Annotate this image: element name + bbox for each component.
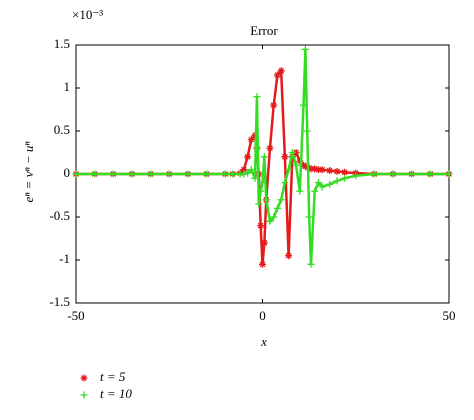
data-point xyxy=(165,170,173,178)
data-point xyxy=(281,179,289,187)
data-point xyxy=(109,170,117,178)
y-tick-label: -0.5 xyxy=(49,208,70,223)
data-point xyxy=(266,217,274,225)
x-tick-label: 50 xyxy=(443,308,456,323)
data-point xyxy=(311,165,319,173)
data-point xyxy=(326,180,334,188)
data-point xyxy=(285,252,293,260)
data-point xyxy=(300,161,308,169)
data-point xyxy=(266,144,274,152)
data-point xyxy=(326,167,334,175)
legend-label: t = 5 xyxy=(100,369,126,384)
data-point xyxy=(203,170,211,178)
data-point xyxy=(311,187,319,195)
data-point xyxy=(270,213,278,221)
y-tick-label: -1 xyxy=(59,251,70,266)
exponent-label: ×10⁻³ xyxy=(72,7,103,22)
data-point xyxy=(341,168,349,176)
data-point xyxy=(292,149,300,156)
data-point xyxy=(292,161,300,169)
legend-label: t = 10 xyxy=(100,386,132,401)
data-point xyxy=(303,127,311,135)
data-point xyxy=(389,170,397,178)
data-point xyxy=(247,166,255,174)
data-point xyxy=(244,169,252,177)
y-tick-label: 1.5 xyxy=(54,36,70,51)
data-point xyxy=(288,149,296,156)
data-point xyxy=(370,170,378,178)
data-point xyxy=(281,153,289,161)
data-point xyxy=(128,170,136,178)
data-point xyxy=(277,196,285,204)
data-point xyxy=(296,187,304,195)
data-point xyxy=(72,170,80,178)
data-point xyxy=(296,157,304,165)
data-point xyxy=(260,239,268,247)
data-point xyxy=(270,101,278,109)
data-point xyxy=(91,170,99,178)
data-point xyxy=(253,93,261,101)
data-point xyxy=(305,213,313,221)
data-point xyxy=(307,165,315,173)
data-point xyxy=(352,172,360,180)
data-point xyxy=(273,71,281,79)
data-point xyxy=(314,166,322,174)
data-point xyxy=(408,170,416,178)
data-point xyxy=(300,101,308,109)
data-point xyxy=(247,136,255,144)
data-point xyxy=(240,170,248,178)
data-point xyxy=(277,67,285,75)
data-point xyxy=(184,170,192,178)
data-point xyxy=(285,166,293,174)
y-tick-label: 1 xyxy=(64,79,71,94)
data-point xyxy=(301,45,309,53)
legend-marker xyxy=(80,391,88,399)
legend-marker xyxy=(80,374,88,382)
data-point xyxy=(426,170,434,178)
data-point xyxy=(221,170,229,178)
data-point xyxy=(314,179,322,187)
data-point xyxy=(318,166,326,174)
y-tick-label: 0 xyxy=(64,165,71,180)
data-point xyxy=(240,166,248,174)
data-point xyxy=(229,170,237,178)
chart-title: Error xyxy=(250,23,278,38)
data-point xyxy=(260,153,268,161)
data-point xyxy=(333,177,341,185)
x-tick-label: 0 xyxy=(259,308,266,323)
x-tick-label: -50 xyxy=(67,308,84,323)
data-point xyxy=(273,204,281,212)
data-point xyxy=(262,196,270,204)
data-point xyxy=(244,153,252,161)
data-point xyxy=(255,200,263,208)
data-point xyxy=(251,174,259,182)
data-point xyxy=(147,170,155,178)
data-point xyxy=(307,260,315,268)
y-tick-label: 0.5 xyxy=(54,122,70,137)
data-point xyxy=(445,170,453,178)
y-axis-label: eⁿ = vⁿ − uⁿ xyxy=(21,141,36,203)
data-point xyxy=(341,174,349,182)
data-point xyxy=(257,187,265,195)
data-point xyxy=(318,183,326,191)
data-point xyxy=(301,162,309,170)
y-tick-label: -1.5 xyxy=(49,294,70,309)
x-axis-label: x xyxy=(260,334,267,349)
data-point xyxy=(333,167,341,175)
data-point xyxy=(259,179,266,187)
data-point xyxy=(257,222,265,230)
data-point xyxy=(259,260,266,268)
